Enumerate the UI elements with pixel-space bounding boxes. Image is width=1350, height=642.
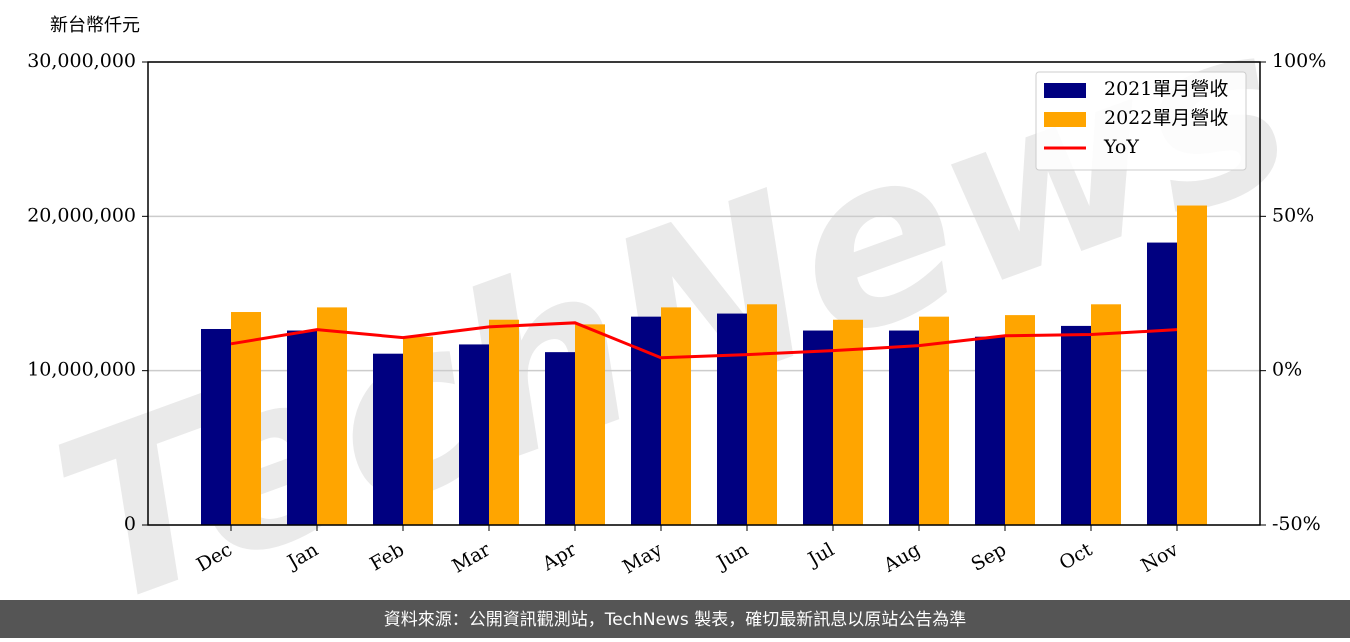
bar bbox=[975, 336, 1005, 525]
x-tick-label: Jun bbox=[711, 539, 752, 575]
legend-box bbox=[1035, 71, 1247, 171]
y2-tick-label: 50% bbox=[1272, 204, 1314, 226]
bar bbox=[1061, 325, 1091, 525]
y2-tick-label: 0% bbox=[1272, 359, 1302, 381]
bar bbox=[717, 313, 747, 525]
bar bbox=[489, 319, 519, 525]
bar bbox=[545, 352, 575, 525]
bar bbox=[403, 336, 433, 525]
bar bbox=[287, 330, 317, 525]
x-tick-label: Sep bbox=[967, 539, 1010, 576]
legend-label: 2021單月營收 bbox=[1104, 78, 1228, 100]
x-tick-label: Mar bbox=[448, 538, 494, 577]
x-tick-label: Aug bbox=[879, 539, 924, 578]
bar bbox=[803, 330, 833, 525]
y-tick-label: 10,000,000 bbox=[27, 359, 136, 381]
source: 資料來源：公開資訊觀測站，TechNews 製表，確切最新訊息以原站公告為準 bbox=[384, 610, 966, 630]
bar bbox=[833, 319, 863, 525]
legend-label: 2022單月營收 bbox=[1104, 107, 1228, 129]
footer-bg bbox=[0, 600, 1350, 638]
legend-swatch bbox=[1044, 112, 1086, 127]
y2-tick-label: 100% bbox=[1272, 50, 1326, 72]
line bbox=[230, 321, 1178, 360]
bar bbox=[201, 328, 231, 525]
bar bbox=[1091, 304, 1121, 525]
bar bbox=[661, 307, 691, 525]
legend-label: YoY bbox=[1103, 136, 1139, 158]
bar bbox=[575, 324, 605, 525]
x-tick-label: Nov bbox=[1137, 538, 1182, 577]
plot-frame bbox=[147, 61, 1261, 526]
bar bbox=[317, 307, 347, 525]
y-tick-label: 20,000,000 bbox=[27, 204, 136, 226]
y-tick-label: 0 bbox=[124, 513, 136, 535]
x-tick-label: May bbox=[619, 538, 666, 578]
legend-swatch bbox=[1044, 83, 1086, 98]
y-tick-label: 30,000,000 bbox=[27, 50, 136, 72]
x-tick-label: Oct bbox=[1056, 538, 1097, 574]
bar bbox=[231, 312, 261, 525]
y-axis-label: 新台幣仟元 bbox=[50, 15, 140, 36]
bar bbox=[1005, 315, 1035, 525]
bar bbox=[1147, 242, 1177, 525]
y2-tick-label: -50% bbox=[1272, 513, 1321, 535]
x-tick-label: Apr bbox=[538, 538, 581, 575]
bar bbox=[747, 304, 777, 525]
footer: 資料來源：公開資訊觀測站，TechNews 製表，確切最新訊息以原站公告為準 bbox=[0, 600, 1350, 638]
x-tick-label: Jul bbox=[803, 539, 838, 572]
bar bbox=[919, 316, 949, 525]
bar bbox=[1177, 205, 1207, 525]
bar bbox=[889, 330, 919, 525]
bar bbox=[459, 344, 489, 525]
bar bbox=[373, 353, 403, 525]
